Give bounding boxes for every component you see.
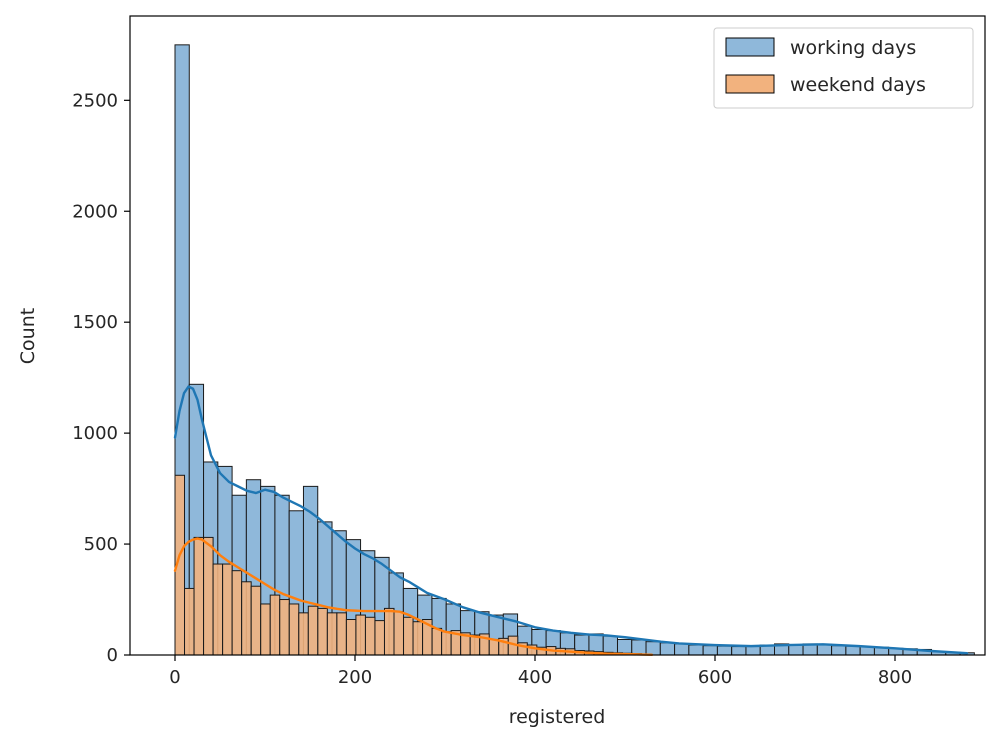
weekend-days-kde-line	[173, 537, 654, 656]
x-axis-ticks: 0 200 400 600 800	[169, 655, 912, 688]
weekend-days-bar	[488, 638, 500, 656]
weekend-days-bar	[184, 587, 195, 656]
weekend-days-bar	[288, 603, 300, 656]
weekend-days-bar	[317, 607, 328, 656]
working-days-bar	[831, 645, 847, 656]
x-axis-title: registered	[509, 706, 606, 728]
working-days-bar	[645, 641, 661, 656]
working-days-bar	[659, 642, 676, 656]
weekend-days-bar	[393, 611, 405, 656]
weekend-days-bar	[355, 614, 366, 656]
y-axis-title: Count	[17, 308, 39, 364]
working-days-bar	[745, 645, 761, 656]
weekend-days-bar	[374, 620, 385, 656]
working-days-bar	[716, 645, 733, 656]
working-days-kde-line	[173, 385, 969, 655]
working-days-bar	[702, 645, 718, 656]
weekend-days-bar	[345, 619, 357, 656]
weekend-days-bar	[298, 612, 309, 656]
weekend-days-bar	[307, 605, 319, 656]
weekend-days-bar	[241, 581, 252, 656]
legend-box	[713, 27, 974, 109]
legend-label-working-days: working days	[790, 37, 916, 59]
legend-swatch-weekend-days	[725, 74, 775, 94]
weekend-days-bar	[412, 621, 424, 656]
working-days-bar	[845, 645, 861, 656]
x-tick-label: 200	[338, 667, 372, 688]
legend-swatch-working-days	[725, 37, 775, 57]
plot-frame	[129, 15, 986, 656]
working-days-bar	[788, 644, 804, 656]
weekend-days-bar	[193, 536, 205, 656]
weekend-days-bar	[212, 563, 224, 656]
y-tick-label: 2000	[72, 201, 118, 222]
weekend-days-bar	[441, 631, 452, 656]
weekend-days-bar	[279, 599, 290, 656]
working-days-bar	[688, 644, 704, 656]
working-days-bar	[631, 639, 647, 656]
working-days-bar	[731, 646, 747, 656]
y-tick-label: 1000	[72, 423, 118, 444]
weekend-days-bar	[326, 612, 338, 656]
x-tick-label: 0	[169, 667, 180, 688]
weekend-days-bar	[431, 627, 443, 656]
weekend-days-bar	[269, 594, 281, 656]
weekend-days-bar	[250, 585, 262, 656]
y-tick-label: 1500	[72, 312, 118, 333]
weekend-days-bar	[403, 616, 414, 656]
y-axis-ticks: 0 500 1000 1500 2000 2500	[72, 90, 130, 666]
y-tick-label: 2500	[72, 90, 118, 111]
weekend-days-bar	[336, 612, 347, 656]
y-tick-label: 0	[107, 645, 118, 666]
weekend-days-bar	[231, 570, 243, 656]
weekend-days-bar	[260, 603, 271, 656]
working-days-bar	[816, 643, 833, 656]
weekend-days-bar	[383, 607, 395, 656]
working-days-bar	[674, 643, 690, 656]
weekend-days-bar	[222, 563, 233, 656]
y-tick-label: 500	[84, 534, 118, 555]
kde-curves	[173, 385, 969, 656]
x-tick-label: 400	[518, 667, 552, 688]
x-tick-label: 600	[698, 667, 732, 688]
x-tick-label: 800	[878, 667, 912, 688]
weekend-days-bar	[203, 536, 214, 656]
legend-label-weekend-days: weekend days	[790, 74, 926, 96]
legend: working days weekend days	[713, 27, 974, 109]
weekend-days-bar	[364, 616, 376, 656]
